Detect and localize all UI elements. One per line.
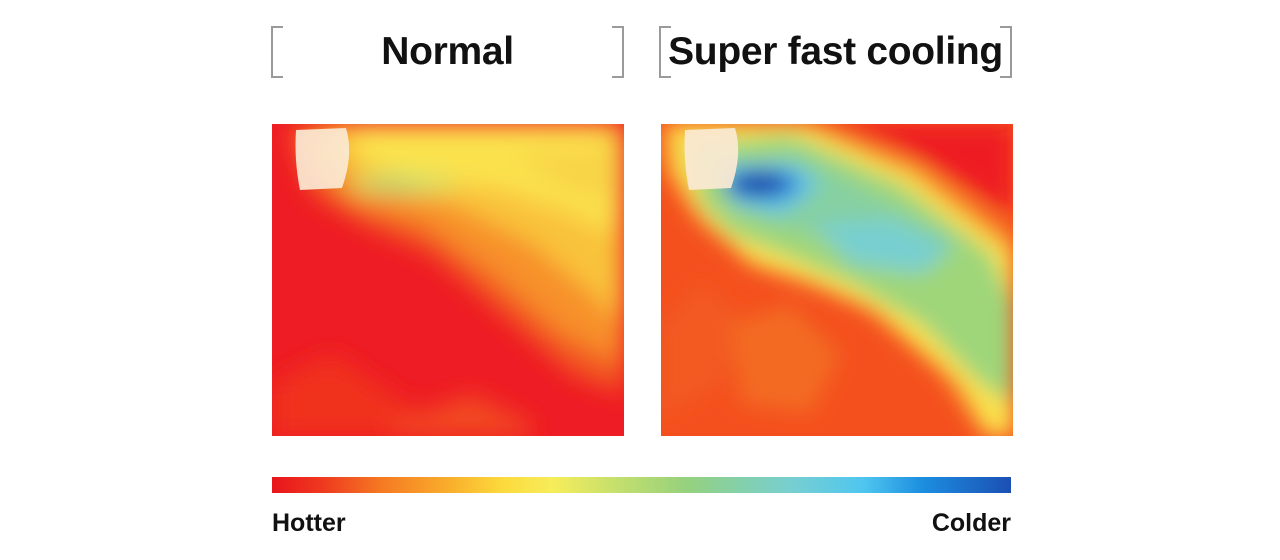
left-bracket xyxy=(271,26,283,78)
temperature-legend-bar xyxy=(272,477,1011,493)
heatmap-super-fast-cooling xyxy=(661,124,1013,436)
heading-super-fast-cooling: Super fast cooling xyxy=(659,26,1012,78)
heatmap-normal-graphic xyxy=(272,124,624,436)
heading-normal-label: Normal xyxy=(381,30,514,73)
right-bracket xyxy=(612,26,624,78)
heading-normal: Normal xyxy=(271,26,624,78)
heatmap-super-fast-graphic xyxy=(661,124,1013,436)
heading-super-fast-label: Super fast cooling xyxy=(668,30,1003,73)
right-bracket xyxy=(1000,26,1012,78)
legend-hotter-label: Hotter xyxy=(272,509,346,537)
legend-colder-label: Colder xyxy=(931,509,1011,537)
air-vent-super-fast xyxy=(684,128,739,190)
left-bracket xyxy=(659,26,671,78)
heatmap-normal xyxy=(272,124,624,436)
air-vent-normal xyxy=(295,128,350,190)
